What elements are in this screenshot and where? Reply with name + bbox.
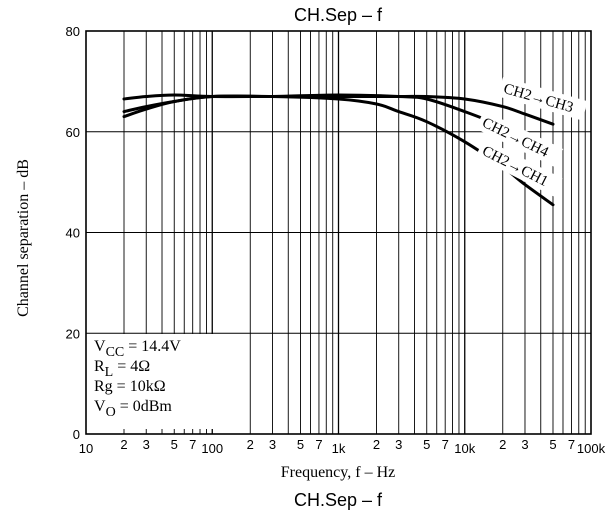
x-tick-label: 2 bbox=[499, 437, 506, 452]
condition-line: Rg = 10kΩ bbox=[94, 378, 166, 395]
series-label-background bbox=[475, 138, 563, 197]
x-tick-label: 5 bbox=[423, 437, 430, 452]
y-tick-label: 40 bbox=[66, 226, 80, 241]
condition-line: VCC = 14.4V bbox=[94, 338, 181, 360]
y-axis: 0 20 40 60 80 bbox=[66, 24, 80, 442]
x-axis: 10 2 3 5 7 100 2 3 5 7 1k 2 3 5 7 10k 2 3 5 7 100k bbox=[79, 437, 606, 456]
plot-frame bbox=[85, 30, 592, 435]
series-label-background bbox=[475, 110, 564, 168]
x-tick-label: 10 bbox=[79, 441, 93, 456]
x-tick-label: 2 bbox=[373, 437, 380, 452]
x-tick-label: 7 bbox=[189, 437, 196, 452]
x-tick-label: 1k bbox=[332, 441, 346, 456]
x-tick-label: 3 bbox=[521, 437, 528, 452]
x-tick-label: 3 bbox=[143, 437, 150, 452]
y-tick-label: 60 bbox=[66, 125, 80, 140]
x-tick-label: 5 bbox=[171, 437, 178, 452]
bottom-chart-title: CH.Sep – f bbox=[294, 490, 383, 510]
x-tick-label: 100 bbox=[201, 441, 223, 456]
x-tick-label: 2 bbox=[120, 437, 127, 452]
x-tick-label: 3 bbox=[269, 437, 276, 452]
x-axis-label: Frequency, f – Hz bbox=[281, 464, 395, 481]
x-tick-label: 5 bbox=[297, 437, 304, 452]
x-tick-label: 10k bbox=[454, 441, 475, 456]
condition-line: VO = 0dBm bbox=[94, 398, 172, 420]
condition-line: RL = 4Ω bbox=[94, 358, 150, 380]
x-tick-label: 3 bbox=[395, 437, 402, 452]
y-tick-label: 20 bbox=[66, 326, 80, 341]
x-tick-label: 7 bbox=[315, 437, 322, 452]
x-tick-label: 100k bbox=[577, 441, 606, 456]
y-tick-label: 80 bbox=[66, 24, 80, 39]
x-tick-label: 5 bbox=[549, 437, 556, 452]
test-conditions: VCC = 14.4V RL = 4Ω Rg = 10kΩ VO = 0dBm bbox=[94, 338, 181, 420]
x-tick-label: 7 bbox=[442, 437, 449, 452]
y-tick-label: 0 bbox=[73, 427, 80, 442]
conditions-box bbox=[88, 334, 226, 429]
x-tick-label: 2 bbox=[247, 437, 254, 452]
x-tick-label: 7 bbox=[568, 437, 575, 452]
series-label-background bbox=[497, 76, 588, 121]
y-axis-label: Channel separation – dB bbox=[15, 159, 32, 317]
chart-title: CH.Sep – f bbox=[294, 5, 383, 25]
